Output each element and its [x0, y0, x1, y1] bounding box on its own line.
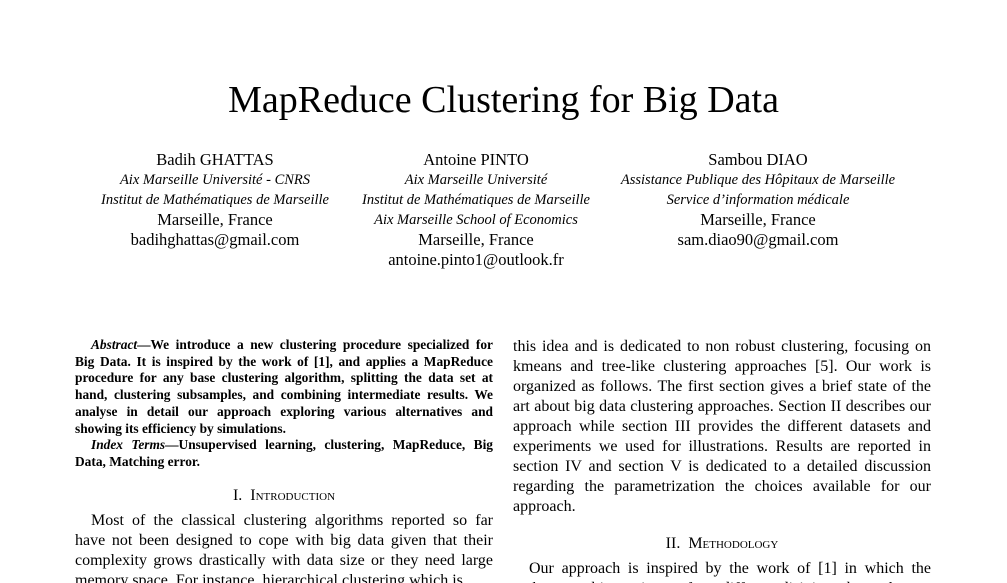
left-column: Abstract—We introduce a new clustering p…: [75, 337, 493, 583]
section-number: I.: [232, 486, 243, 504]
author-affiliation: Aix Marseille School of Economics: [374, 212, 578, 228]
author-name: Sambou DIAO: [708, 150, 808, 169]
author-email: sam.diao90@gmail.com: [677, 230, 839, 249]
index-terms: Index Terms—Unsupervised learning, clust…: [75, 437, 493, 470]
author-block: Antoine PINTO Aix Marseille Université I…: [350, 150, 602, 270]
author-location: Marseille, France: [418, 230, 534, 249]
section-number: II.: [665, 535, 681, 552]
author-name: Antoine PINTO: [423, 150, 529, 169]
index-terms-text: —Unsupervised learning, clustering, MapR…: [75, 437, 493, 469]
author-email: antoine.pinto1@outlook.fr: [388, 250, 564, 269]
paper-title: MapReduce Clustering for Big Data: [228, 79, 779, 121]
right-column: this idea and is dedicated to non robust…: [513, 337, 931, 583]
author-affiliation: Institut de Mathématiques de Marseille: [101, 192, 329, 208]
author-location: Marseille, France: [700, 210, 816, 229]
section-heading: II. Methodology: [513, 535, 931, 553]
author-location: Marseille, France: [157, 210, 273, 229]
author-affiliation: Aix Marseille Université: [404, 172, 548, 188]
section-title: Introduction: [250, 486, 336, 504]
abstract-label: Abstract: [91, 337, 138, 352]
author-affiliation: Aix Marseille Université - CNRS: [119, 172, 311, 188]
author-affiliation: Assistance Publique des Hôpitaux de Mars…: [620, 172, 896, 188]
author-email: badihghattas@gmail.com: [130, 230, 300, 249]
author-affiliation: Service d’information médicale: [666, 192, 850, 208]
section-text: Our approach is inspired by the work of …: [513, 560, 931, 583]
author-block: Sambou DIAO Assistance Publique des Hôpi…: [608, 150, 908, 250]
abstract-text: —We introduce a new clustering procedure…: [75, 337, 493, 436]
section-heading: I. Introduction: [75, 487, 493, 505]
section-text: Most of the classical clustering algorit…: [75, 511, 493, 583]
intro-continued-text: this idea and is dedicated to non robust…: [513, 338, 931, 515]
section-title: Methodology: [688, 535, 779, 552]
author-affiliation: Institut de Mathématiques de Marseille: [362, 192, 590, 208]
abstract: Abstract—We introduce a new clustering p…: [75, 337, 493, 437]
index-terms-label: Index Terms: [91, 437, 166, 453]
author-block: Badih GHATTAS Aix Marseille Université -…: [95, 150, 335, 250]
author-name: Badih GHATTAS: [156, 150, 274, 169]
